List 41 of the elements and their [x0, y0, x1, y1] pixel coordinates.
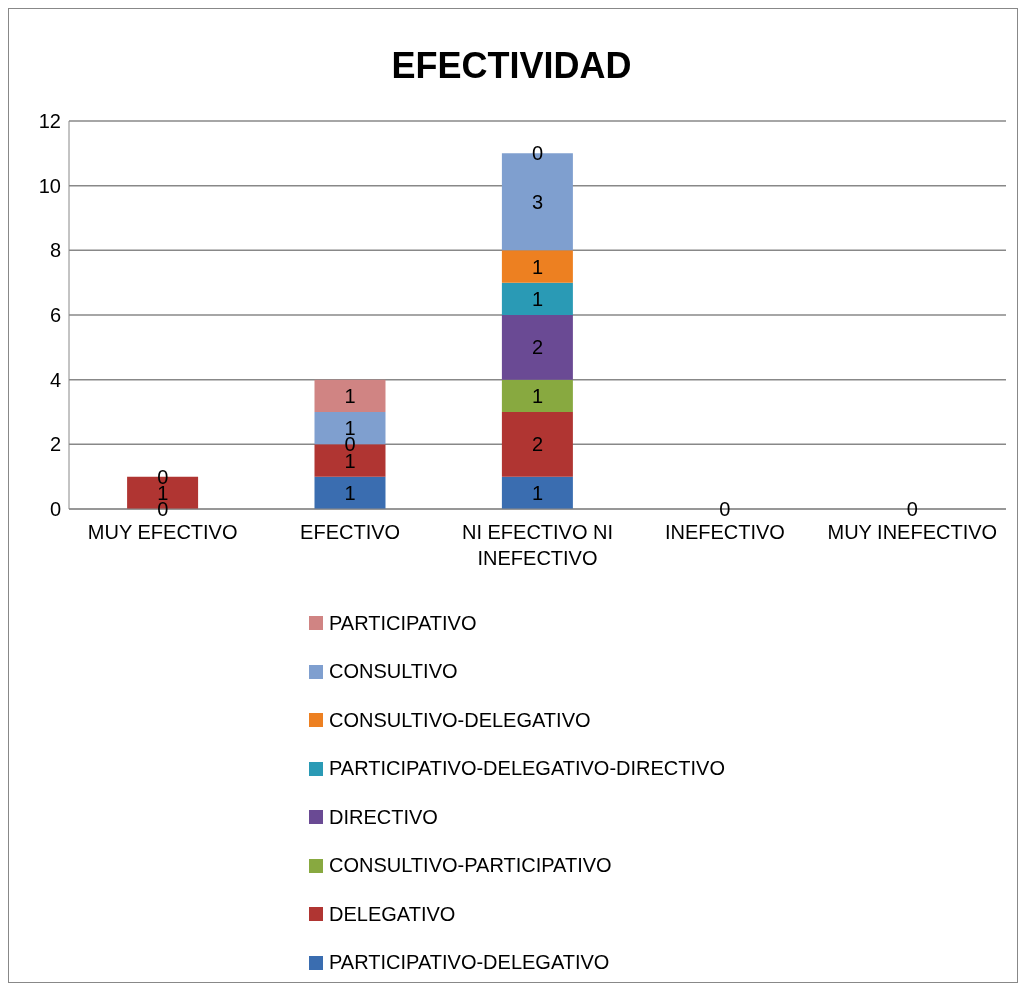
data-label: 0 — [531, 142, 544, 165]
legend-label: PARTICIPATIVO-DELEGATIVO — [329, 951, 610, 975]
y-tick-label: 0 — [49, 498, 61, 521]
data-label: 1 — [531, 255, 544, 278]
x-tick-label: MUY INEFECTIVO — [827, 521, 998, 543]
bar — [314, 379, 386, 412]
bar — [501, 282, 573, 315]
legend-label: DIRECTIVO — [329, 805, 438, 829]
x-tick-label: INEFECTIVO — [664, 521, 785, 543]
data-label: 3 — [531, 190, 544, 213]
legend-label: PARTICIPATIVO — [329, 611, 477, 635]
bar — [501, 250, 573, 283]
bar — [314, 476, 386, 509]
data-label: 0 — [719, 498, 731, 520]
data-label: 1 — [344, 384, 356, 407]
legend-label: CONSULTIVO-PARTICIPATIVO — [329, 854, 612, 878]
y-tick-label: 12 — [38, 110, 61, 133]
legend-label: CONSULTIVO-DELEGATIVO — [329, 708, 591, 732]
bar — [501, 476, 573, 509]
bar — [501, 412, 573, 477]
y-tick-label: 10 — [38, 174, 61, 197]
y-tick-label: 8 — [49, 239, 61, 262]
x-tick-label: MUY EFECTIVO — [87, 521, 238, 543]
data-label: 1 — [344, 481, 356, 504]
x-tick-label: EFECTIVO — [300, 521, 401, 543]
chart-title: EFECTIVIDAD — [390, 45, 633, 87]
legend-label: PARTICIPATIVO-DELEGATIVO-DIRECTIVO — [329, 757, 725, 781]
data-label: 2 — [531, 433, 544, 456]
bar — [501, 315, 573, 380]
data-label: 2 — [531, 336, 544, 359]
legend-label: CONSULTIVO — [329, 660, 458, 684]
data-label: 1 — [531, 384, 544, 407]
legend-label: DELEGATIVO — [329, 902, 456, 926]
data-label: 1 — [531, 287, 544, 310]
y-tick-label: 6 — [49, 304, 61, 327]
data-label: 1 — [531, 481, 544, 504]
data-label: 0 — [906, 498, 918, 520]
bar — [501, 379, 573, 412]
y-tick-label: 4 — [49, 368, 61, 391]
y-tick-label: 2 — [49, 433, 61, 456]
x-tick-label: NI EFECTIVO NI INEFECTIVO — [461, 521, 614, 569]
